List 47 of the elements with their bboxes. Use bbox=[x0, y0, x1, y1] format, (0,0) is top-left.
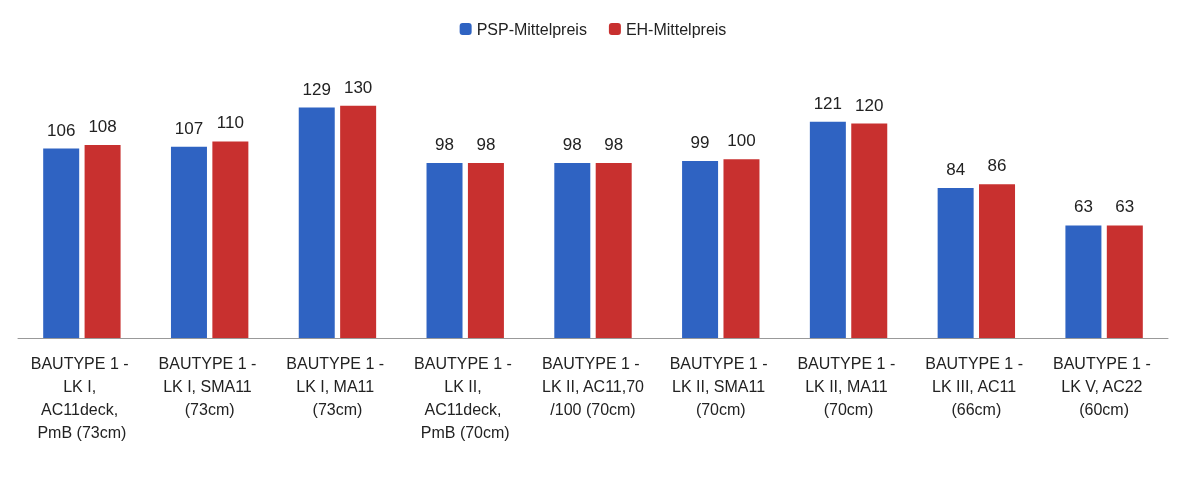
data-label: 98 bbox=[476, 134, 496, 154]
bar bbox=[467, 162, 504, 338]
x-tick-label: BAUTYPE 1 - LK V, AC22 (60cm) bbox=[1052, 355, 1156, 418]
data-label: 98 bbox=[435, 134, 454, 154]
x-tick-label: BAUTYPE 1 - LK I, AC11deck, PmB (73cm) bbox=[30, 355, 134, 441]
legend-label: EH-Mittelpreis bbox=[625, 20, 727, 38]
x-tick-label: BAUTYPE 1 - LK III, AC11 (66cm) bbox=[925, 355, 1028, 418]
bar bbox=[554, 162, 591, 338]
data-label: 130 bbox=[343, 77, 373, 97]
bar bbox=[809, 121, 846, 338]
bar bbox=[595, 162, 632, 338]
data-label: 108 bbox=[88, 117, 117, 137]
bar bbox=[1065, 225, 1102, 338]
bar bbox=[682, 161, 719, 338]
data-label: 98 bbox=[604, 134, 624, 154]
data-label: 110 bbox=[216, 113, 244, 133]
x-tick-label: BAUTYPE 1 - LK II, MA11 (70cm) bbox=[797, 355, 900, 418]
data-label: 84 bbox=[946, 159, 966, 179]
data-label: 99 bbox=[690, 133, 710, 153]
data-label: 98 bbox=[562, 134, 582, 154]
bar bbox=[937, 187, 974, 338]
data-label: 106 bbox=[47, 120, 76, 140]
bar bbox=[298, 107, 335, 338]
bar bbox=[979, 184, 1016, 338]
bar bbox=[340, 105, 377, 338]
data-label: 86 bbox=[987, 156, 1007, 176]
bar bbox=[43, 148, 80, 338]
x-tick-label: BAUTYPE 1 - LK I, SMA11 (73cm) bbox=[158, 355, 261, 418]
bar bbox=[170, 146, 207, 338]
data-label: 121 bbox=[813, 93, 843, 113]
data-label: 63 bbox=[1073, 197, 1093, 217]
bar bbox=[84, 145, 121, 338]
bar bbox=[212, 141, 249, 338]
x-tick-label: BAUTYPE 1 - LK II, AC11deck, PmB (70cm) bbox=[414, 355, 517, 441]
data-label: 100 bbox=[727, 131, 756, 151]
bar bbox=[851, 123, 888, 338]
data-label: 129 bbox=[302, 79, 331, 99]
bar bbox=[1106, 225, 1143, 338]
data-label: 107 bbox=[174, 118, 204, 138]
x-tick-label: BAUTYPE 1 - LK I, MA11 (73cm) bbox=[286, 355, 389, 418]
bar bbox=[426, 162, 463, 338]
data-label: 63 bbox=[1115, 197, 1135, 217]
x-tick-label: BAUTYPE 1 - LK II, SMA11 (70cm) bbox=[669, 355, 772, 418]
x-tick-label: BAUTYPE 1 - LK II, AC11,70/100 (70cm) bbox=[541, 355, 645, 418]
data-label: 120 bbox=[855, 95, 884, 115]
legend-label: PSP-Mittelpreis bbox=[476, 20, 587, 38]
bar bbox=[723, 159, 760, 338]
